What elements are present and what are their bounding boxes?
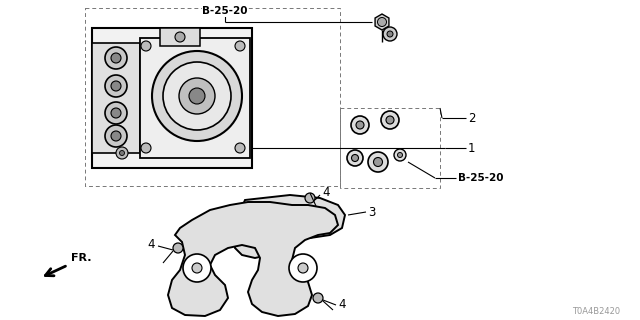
Circle shape (173, 243, 183, 253)
Circle shape (378, 18, 387, 27)
Circle shape (374, 157, 383, 166)
Circle shape (356, 121, 364, 129)
Circle shape (189, 88, 205, 104)
Circle shape (235, 41, 245, 51)
Bar (340, 108, 440, 188)
Bar (140, 38, 250, 158)
Circle shape (381, 111, 399, 129)
Text: B-25-20: B-25-20 (202, 6, 248, 16)
Text: 4: 4 (322, 186, 330, 198)
Circle shape (289, 254, 317, 282)
Text: 2: 2 (468, 111, 476, 124)
Circle shape (120, 150, 125, 156)
Circle shape (111, 131, 121, 141)
Circle shape (305, 193, 315, 203)
Circle shape (397, 153, 403, 157)
Circle shape (387, 31, 393, 37)
Text: 4: 4 (147, 237, 155, 251)
Bar (85, 8, 340, 186)
Circle shape (152, 51, 242, 141)
Circle shape (105, 75, 127, 97)
Circle shape (163, 62, 231, 130)
Circle shape (111, 108, 121, 118)
Circle shape (175, 32, 185, 42)
Bar (92, 43, 140, 153)
Circle shape (235, 143, 245, 153)
Circle shape (383, 27, 397, 41)
Polygon shape (235, 195, 345, 258)
Text: B-25-20: B-25-20 (458, 173, 504, 183)
Circle shape (111, 53, 121, 63)
Circle shape (368, 152, 388, 172)
Bar (160, 28, 200, 46)
Circle shape (351, 155, 358, 162)
Text: 3: 3 (368, 205, 376, 219)
Circle shape (141, 41, 151, 51)
Circle shape (347, 150, 363, 166)
Circle shape (313, 293, 323, 303)
Circle shape (105, 125, 127, 147)
Circle shape (394, 149, 406, 161)
Circle shape (105, 47, 127, 69)
Text: T0A4B2420: T0A4B2420 (572, 308, 620, 316)
Circle shape (298, 263, 308, 273)
Circle shape (183, 254, 211, 282)
Circle shape (141, 143, 151, 153)
Bar (92, 28, 252, 168)
Text: 4: 4 (338, 299, 346, 311)
Polygon shape (168, 202, 338, 316)
Circle shape (116, 147, 128, 159)
Circle shape (111, 81, 121, 91)
Polygon shape (375, 14, 389, 30)
Circle shape (351, 116, 369, 134)
Circle shape (386, 116, 394, 124)
Circle shape (105, 102, 127, 124)
Text: 1: 1 (468, 141, 476, 155)
Text: FR.: FR. (71, 253, 92, 263)
Circle shape (179, 78, 215, 114)
Circle shape (192, 263, 202, 273)
